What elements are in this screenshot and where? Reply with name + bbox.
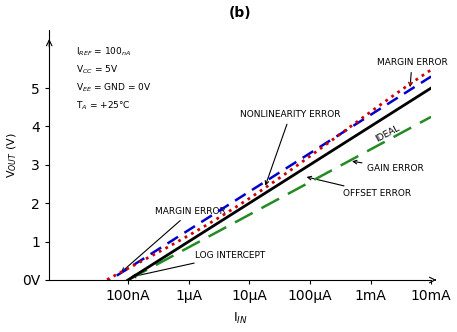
Text: LOG INTERCEPT: LOG INTERCEPT — [132, 251, 265, 278]
Text: IDEAL: IDEAL — [373, 124, 401, 144]
Text: NONLINEARITY ERROR: NONLINEARITY ERROR — [240, 110, 340, 185]
Text: I$_{REF}$ = 100$_{nA}$
V$_{CC}$ = 5V
V$_{EE}$ = GND = 0V
T$_A$ = +25°C: I$_{REF}$ = 100$_{nA}$ V$_{CC}$ = 5V V$_… — [76, 46, 152, 112]
Text: OFFSET ERROR: OFFSET ERROR — [308, 176, 411, 198]
Text: MARGIN ERROR: MARGIN ERROR — [377, 58, 447, 86]
Text: MARGIN ERROR: MARGIN ERROR — [122, 207, 226, 272]
X-axis label: I$_{IN}$: I$_{IN}$ — [233, 311, 248, 326]
Y-axis label: V$_{OUT}$ (V): V$_{OUT}$ (V) — [5, 132, 19, 178]
Title: (b): (b) — [229, 6, 251, 20]
Text: GAIN ERROR: GAIN ERROR — [353, 160, 424, 173]
